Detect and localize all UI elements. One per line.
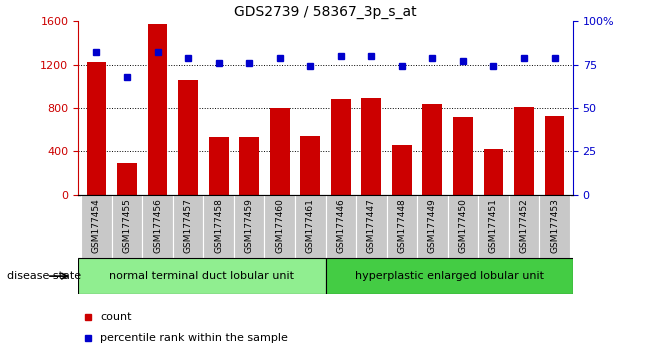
Bar	[484, 149, 503, 195]
Bar	[87, 62, 106, 195]
Bar	[270, 108, 290, 195]
Bar	[203, 195, 234, 258]
Text: GSM177456: GSM177456	[153, 198, 162, 253]
Bar	[173, 195, 203, 258]
Text: percentile rank within the sample: percentile rank within the sample	[100, 333, 288, 343]
Text: GSM177448: GSM177448	[397, 198, 406, 253]
Bar	[78, 258, 326, 294]
Bar	[81, 195, 112, 258]
Bar	[422, 104, 442, 195]
Text: count: count	[100, 312, 132, 322]
Text: GSM177457: GSM177457	[184, 198, 193, 253]
Bar	[387, 195, 417, 258]
Bar	[239, 137, 259, 195]
Bar	[300, 136, 320, 195]
Bar	[361, 98, 381, 195]
Text: GSM177452: GSM177452	[519, 198, 529, 253]
Bar	[392, 145, 412, 195]
Text: GSM177458: GSM177458	[214, 198, 223, 253]
Bar	[117, 163, 137, 195]
Bar	[178, 80, 198, 195]
Title: GDS2739 / 58367_3p_s_at: GDS2739 / 58367_3p_s_at	[234, 5, 417, 19]
Bar	[143, 195, 173, 258]
Bar	[112, 195, 143, 258]
Bar	[331, 99, 351, 195]
Bar	[356, 195, 387, 258]
Bar	[514, 107, 534, 195]
Text: GSM177446: GSM177446	[337, 198, 345, 253]
Bar	[295, 195, 326, 258]
Text: GSM177449: GSM177449	[428, 198, 437, 253]
Bar	[478, 195, 508, 258]
Bar	[326, 195, 356, 258]
Bar	[326, 258, 573, 294]
Text: disease state: disease state	[7, 271, 81, 281]
Bar	[148, 24, 167, 195]
Bar	[453, 116, 473, 195]
Bar	[539, 195, 570, 258]
Bar	[234, 195, 264, 258]
Bar	[448, 195, 478, 258]
Bar	[209, 137, 229, 195]
Text: GSM177455: GSM177455	[122, 198, 132, 253]
Text: GSM177450: GSM177450	[458, 198, 467, 253]
Text: GSM177461: GSM177461	[306, 198, 314, 253]
Text: GSM177451: GSM177451	[489, 198, 498, 253]
Bar	[264, 195, 295, 258]
Text: GSM177453: GSM177453	[550, 198, 559, 253]
Bar	[508, 195, 539, 258]
Text: GSM177459: GSM177459	[245, 198, 254, 253]
Bar	[545, 115, 564, 195]
Text: GSM177447: GSM177447	[367, 198, 376, 253]
Bar	[417, 195, 448, 258]
Text: normal terminal duct lobular unit: normal terminal duct lobular unit	[109, 271, 294, 281]
Text: GSM177454: GSM177454	[92, 198, 101, 253]
Text: GSM177460: GSM177460	[275, 198, 284, 253]
Text: hyperplastic enlarged lobular unit: hyperplastic enlarged lobular unit	[355, 271, 544, 281]
